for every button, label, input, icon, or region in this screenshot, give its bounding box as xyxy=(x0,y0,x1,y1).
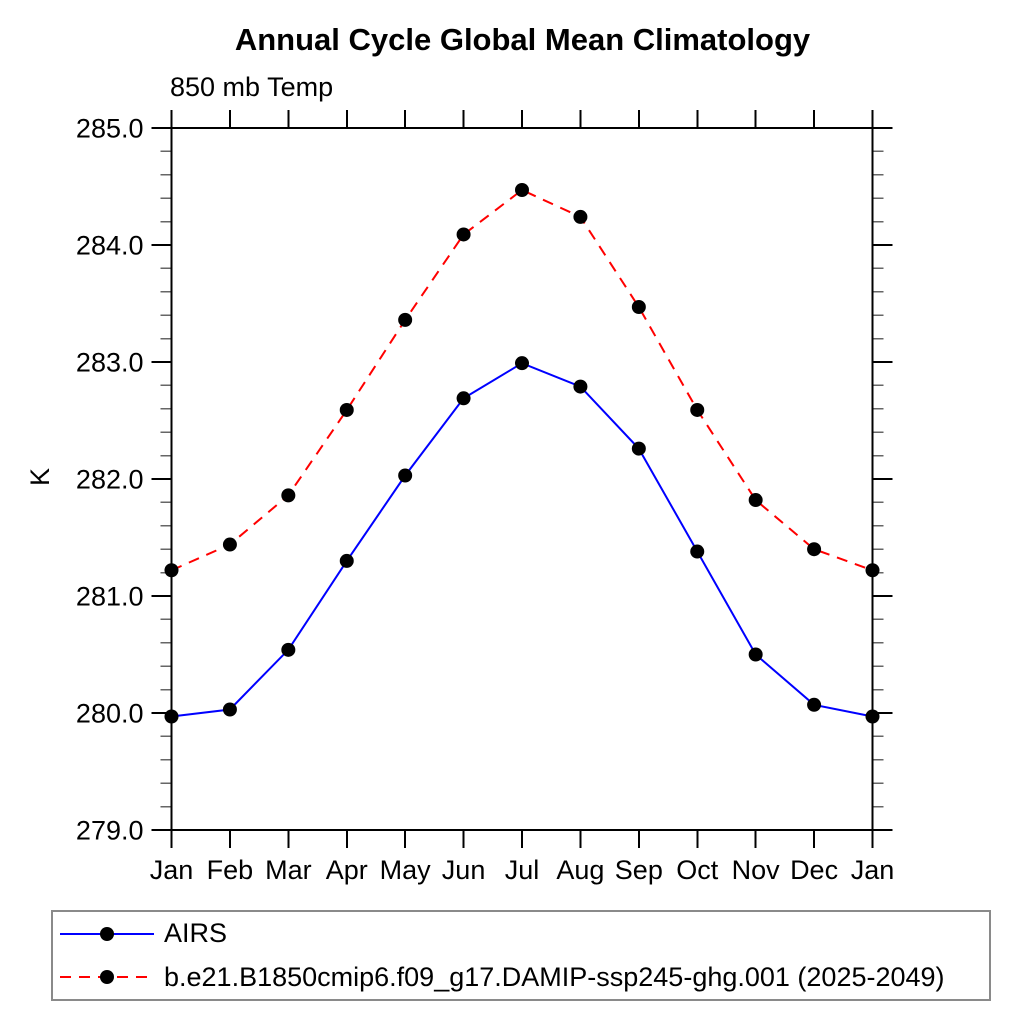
x-tick-label: Jul xyxy=(505,855,540,885)
legend-marker-model-icon xyxy=(100,970,114,985)
legend-label-airs: AIRS xyxy=(164,918,228,949)
data-point-marker xyxy=(281,642,296,657)
y-tick-label: 285.0 xyxy=(76,114,144,144)
x-tick-label: Nov xyxy=(732,855,781,885)
data-point-marker xyxy=(865,709,880,724)
data-point-marker xyxy=(281,488,296,503)
data-point-marker xyxy=(164,563,179,578)
plot-frame xyxy=(170,127,874,831)
x-tick-label: Apr xyxy=(326,855,368,885)
x-tick-label: Mar xyxy=(265,855,312,885)
legend-item-model: b.e21.B1850cmip6.f09_g17.DAMIP-ssp245-gh… xyxy=(53,956,989,1000)
series-line-1 xyxy=(171,188,873,572)
data-point-marker xyxy=(631,300,646,315)
data-point-marker xyxy=(222,702,237,717)
data-point-marker xyxy=(339,553,354,568)
data-point-marker xyxy=(164,709,179,724)
y-tick-label: 280.0 xyxy=(76,699,144,729)
data-point-marker xyxy=(339,402,354,417)
legend-marker-airs-icon xyxy=(100,926,114,941)
data-point-marker xyxy=(748,647,763,662)
x-tick-label: Dec xyxy=(790,855,838,885)
data-point-marker xyxy=(807,697,822,712)
x-tick-label: Sep xyxy=(615,855,663,885)
data-point-marker xyxy=(748,493,763,508)
y-tick-label: 279.0 xyxy=(76,816,144,846)
chart-title: Annual Cycle Global Mean Climatology xyxy=(234,22,811,57)
data-point-marker xyxy=(865,563,880,578)
x-tick-label: Jan xyxy=(851,855,895,885)
x-tick-label: Feb xyxy=(207,855,254,885)
y-tick-label: 281.0 xyxy=(76,582,144,612)
legend-item-airs: AIRS xyxy=(53,912,989,956)
data-point-marker xyxy=(573,209,588,224)
data-point-marker xyxy=(456,391,471,406)
x-tick-label: Aug xyxy=(556,855,604,885)
x-tick-label: Oct xyxy=(676,855,719,885)
data-point-marker xyxy=(222,537,237,552)
y-tick-label: 284.0 xyxy=(76,231,144,261)
x-tick-label: May xyxy=(380,855,432,885)
y-tick-label: 282.0 xyxy=(76,465,144,495)
data-point-marker xyxy=(631,441,646,456)
chart-subtitle: 850 mb Temp xyxy=(170,72,334,102)
legend-box: AIRS b.e21.B1850cmip6.f09_g17.DAMIP-ssp2… xyxy=(51,910,991,1001)
data-point-marker xyxy=(807,542,822,557)
data-point-marker xyxy=(690,544,705,559)
data-point-marker xyxy=(398,468,413,483)
data-point-marker xyxy=(515,183,529,198)
data-point-marker xyxy=(456,227,471,242)
x-tick-label: Jun xyxy=(442,855,486,885)
legend-swatch-model-line-icon xyxy=(60,970,154,985)
legend-swatch-airs-line-icon xyxy=(60,926,154,941)
data-point-marker xyxy=(690,402,705,417)
legend-label-model: b.e21.B1850cmip6.f09_g17.DAMIP-ssp245-gh… xyxy=(164,961,945,992)
data-point-marker xyxy=(515,356,529,371)
x-tick-label: Jan xyxy=(150,855,194,885)
data-point-marker xyxy=(573,379,588,394)
series-line-0 xyxy=(171,362,873,718)
data-point-marker xyxy=(398,312,413,327)
y-tick-label: 283.0 xyxy=(76,348,144,378)
